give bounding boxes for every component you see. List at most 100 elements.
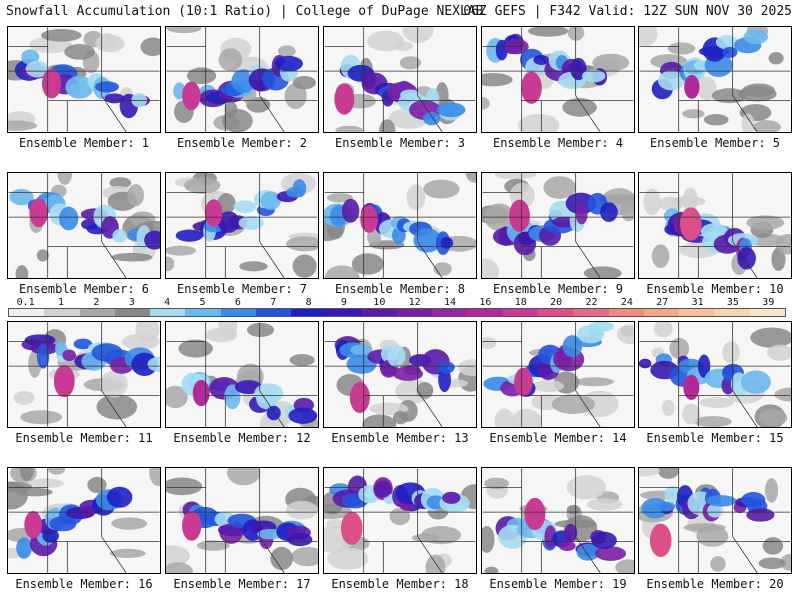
snow-contour-light [13,390,35,405]
state-boundary [259,536,285,573]
colorbar-tick-label: 16 [479,297,492,308]
ensemble-member-label: Ensemble Member: 5 [649,136,781,150]
snow-contour-light [768,52,784,65]
snow-contour-light [532,380,564,392]
snow-contour-light [653,322,673,338]
snow-contour-moderate [423,111,441,126]
ensemble-panel: Ensemble Member: 3 [323,26,477,150]
snowfall-map [481,467,635,574]
colorbar-tick-label: 35 [726,297,739,308]
snow-contour-light [615,559,634,573]
state-boundary [732,241,758,278]
snow-contour-light [140,37,160,57]
state-boundary [575,95,601,132]
snow-contour-light [367,30,404,52]
ensemble-member-label: Ensemble Member: 8 [334,282,466,296]
ensemble-member-label: Ensemble Member: 7 [176,282,308,296]
snow-contour-light [566,504,581,515]
ensemble-panel: Ensemble Member: 19 [481,467,635,591]
state-boundary [732,536,758,573]
snow-contour-moderate [260,191,281,210]
ensemble-panel: Ensemble Member: 11 [7,321,161,445]
snow-contour-moderate [233,200,257,213]
snow-contour-light [752,120,781,132]
colorbar-tick-label: 31 [691,297,704,308]
colorbar-swatch [714,309,750,316]
colorbar-tick-label: 39 [762,297,775,308]
snow-contour-light [19,468,34,482]
model-valid-time: 06Z GEFS | F342 Valid: 12Z SUN NOV 30 20… [463,4,792,19]
snow-contour-heavy [182,81,201,111]
snow-contour-light [149,468,160,487]
snow-contour-heavy [334,83,355,115]
snow-contour-moderate [564,523,578,542]
snow-contour-light [292,75,316,90]
ensemble-member-label: Ensemble Member: 20 [646,577,784,591]
colorbar-swatch [44,309,80,316]
snow-contour-heavy [349,381,370,413]
snow-contour-light [482,97,490,110]
snow-contour-light [742,83,775,98]
snow-contour-light [28,478,64,489]
snow-contour-heavy [521,71,542,104]
snow-contour-light [482,525,495,553]
snow-contour-light [512,408,542,427]
snow-contour-light [580,390,619,418]
colorbar-swatch [150,309,186,316]
colorbar-swatch [643,309,680,316]
state-boundary [101,390,127,427]
snow-contour-light [178,339,213,358]
snow-contour-moderate [558,540,576,552]
snow-contour-moderate [95,81,120,93]
snow-contour-light [693,416,732,427]
snowfall-map [7,321,161,428]
snow-contour-moderate [746,508,775,522]
ensemble-member-label: Ensemble Member: 10 [646,282,784,296]
snowfall-map [165,467,319,574]
snow-contour-light [482,258,500,278]
snow-contour-heavy [53,364,75,398]
ensemble-panel: Ensemble Member: 15 [638,321,792,445]
snow-contour-light [64,43,95,60]
snow-contour-light [40,29,82,42]
snow-contour-moderate [238,216,264,230]
snow-contour-moderate [581,69,606,83]
snow-contour-moderate [131,352,158,376]
colorbar-tick-label: 9 [340,297,347,308]
snowfall-map [323,467,477,574]
colorbar-swatch [79,309,115,316]
ensemble-member-label: Ensemble Member: 2 [176,136,308,150]
snow-contour-moderate [65,75,94,99]
snowfall-map [638,172,792,279]
snow-contour-moderate [743,29,769,45]
snow-contour-light [710,556,726,572]
snow-contour-light [224,101,238,118]
snow-contour-moderate [575,203,588,225]
colorbar-tick-label: 1 [58,297,65,308]
state-boundary [259,390,285,427]
snow-contour-light [335,125,364,132]
snow-contour-moderate [440,237,454,249]
colorbar-swatch [467,309,503,316]
snow-contour-light [48,468,66,475]
snow-contour-light [651,244,670,268]
snow-contour-heavy [182,510,202,541]
ensemble-member-label: Ensemble Member: 16 [15,577,153,591]
snow-contour-light [8,120,38,131]
snow-contour-light [166,562,193,573]
snow-contour-light [551,394,595,415]
snow-contour-moderate [533,54,549,65]
snow-contour-light [286,236,318,252]
snow-contour-moderate [600,202,618,222]
snowfall-map [7,172,161,279]
snow-contour-light [97,32,117,50]
snow-contour-heavy [509,199,530,232]
state-boundary [259,241,285,278]
snow-contour-light [484,477,510,490]
snow-contour-moderate [58,206,79,231]
colorbar-tick-label: 10 [373,297,386,308]
snow-contour-light [767,344,791,361]
snow-contour-light [8,481,33,493]
snow-contour-moderate [655,501,676,512]
ensemble-member-label: Ensemble Member: 9 [492,282,624,296]
